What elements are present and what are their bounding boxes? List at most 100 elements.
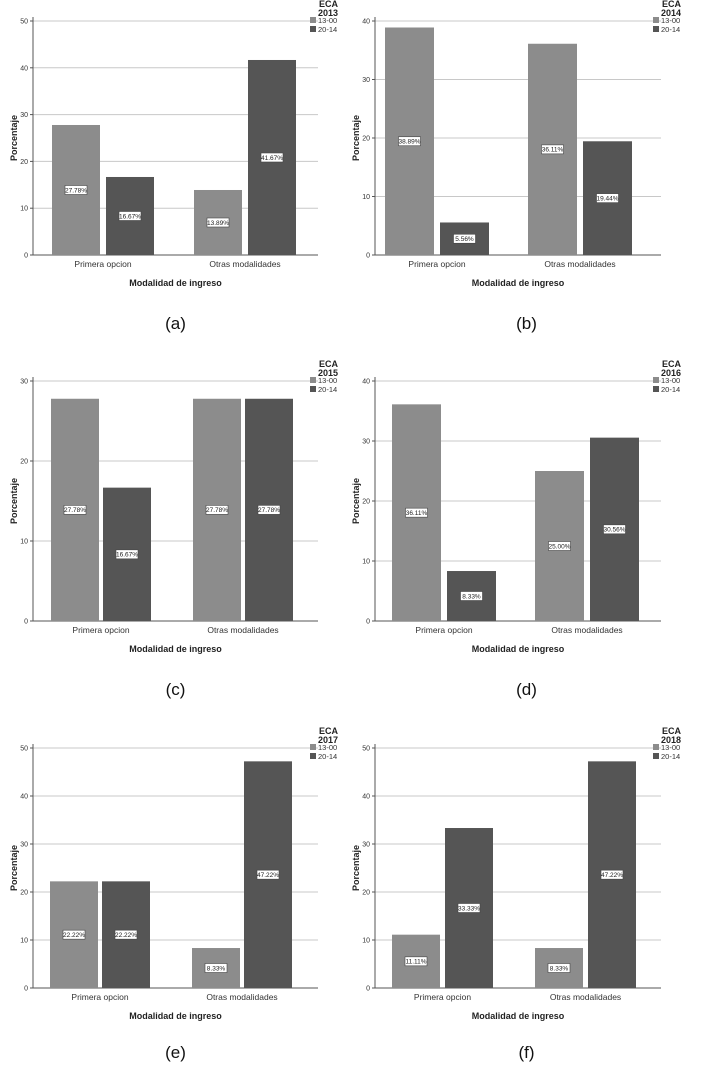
legend-entry: 20-14 bbox=[318, 25, 337, 34]
legend-title: ECA bbox=[319, 359, 339, 369]
data-label: 22.22% bbox=[115, 932, 137, 939]
chart-panel-a: 0 10 20 30 40 50 Porcentaje 27.78% 16.67% Primera… bbox=[0, 0, 351, 356]
x-tick-label: Primera opcion bbox=[72, 625, 129, 635]
x-axis-title: Modalidad de ingreso bbox=[472, 1011, 565, 1021]
data-label-box bbox=[63, 505, 87, 515]
data-label-box bbox=[596, 193, 619, 203]
legend-entry: 13-00 bbox=[661, 16, 680, 25]
y-tick-label: 20 bbox=[362, 136, 370, 143]
y-tick-label: 20 bbox=[20, 159, 28, 166]
chart-panel-d: 0 10 20 30 40 Porcentaje 36.11% 8.33% Primera op… bbox=[351, 356, 702, 712]
data-label-box bbox=[548, 541, 571, 551]
y-axis-title: Porcentaje bbox=[9, 478, 19, 524]
legend-entry: 20-14 bbox=[318, 752, 337, 761]
x-axis-title: Modalidad de ingreso bbox=[129, 1011, 222, 1021]
legend-swatch-20-14 bbox=[653, 753, 659, 759]
y-tick-label: 20 bbox=[20, 890, 28, 897]
y-tick-label: 0 bbox=[24, 253, 28, 260]
x-axis-title: Modalidad de ingreso bbox=[472, 278, 565, 288]
data-label: 16.67% bbox=[119, 213, 141, 220]
chart-panel-c: 0 10 20 30 Porcentaje 27.78% 16.67% Primera opc… bbox=[0, 356, 351, 712]
y-tick-label: 50 bbox=[362, 746, 370, 753]
legend-swatch-20-14 bbox=[653, 26, 659, 32]
data-label: 8.33% bbox=[207, 965, 226, 972]
x-tick-label: Primera opcion bbox=[74, 259, 131, 269]
data-label-box bbox=[600, 869, 624, 880]
data-label: 8.33% bbox=[550, 965, 569, 972]
legend-title: 2018 bbox=[661, 735, 681, 745]
y-tick-label: 40 bbox=[362, 19, 370, 26]
data-label: 25.00% bbox=[548, 543, 570, 550]
data-label: 8.33% bbox=[462, 593, 481, 600]
y-tick-label: 10 bbox=[20, 206, 28, 213]
data-label: 36.11% bbox=[406, 510, 428, 517]
legend-swatch-13-00 bbox=[653, 17, 659, 23]
data-label: 27.78% bbox=[65, 187, 87, 194]
data-label: 47.22% bbox=[257, 872, 279, 879]
y-tick-label: 0 bbox=[366, 253, 370, 260]
data-label-box bbox=[256, 869, 280, 880]
legend-swatch-13-00 bbox=[310, 377, 316, 383]
legend-title: 2016 bbox=[661, 368, 681, 378]
legend-entry: 20-14 bbox=[661, 752, 680, 761]
x-tick-label: Otras modalidades bbox=[209, 259, 280, 269]
y-tick-label: 10 bbox=[362, 194, 370, 201]
chart-a-svg: 0 10 20 30 40 50 Porcentaje 27.78% 16.67% Primera… bbox=[9, 0, 338, 288]
data-label-box bbox=[205, 505, 229, 515]
data-label-box bbox=[114, 929, 138, 940]
x-axis-title: Modalidad de ingreso bbox=[472, 644, 565, 654]
y-tick-label: 20 bbox=[362, 890, 370, 897]
panel-label-c: (c) bbox=[165, 680, 186, 699]
data-label: 27.78% bbox=[258, 507, 280, 514]
chart-panel-b: 0 10 20 30 40 Porcentaje 38.89% 5.56% Primera op… bbox=[351, 0, 702, 356]
legend-swatch-20-14 bbox=[653, 386, 659, 392]
y-tick-label: 0 bbox=[366, 619, 370, 626]
data-label-box bbox=[206, 217, 230, 228]
data-label-box bbox=[453, 233, 476, 244]
y-axis-title: Porcentaje bbox=[9, 115, 19, 161]
legend-entry: 13-00 bbox=[661, 743, 680, 752]
y-tick-label: 50 bbox=[20, 19, 28, 26]
x-axis-title: Modalidad de ingreso bbox=[129, 644, 222, 654]
data-label: 27.78% bbox=[206, 507, 228, 514]
legend-title: 2013 bbox=[318, 8, 338, 18]
y-tick-label: 20 bbox=[362, 499, 370, 506]
chart-e-svg: 0 10 20 30 40 50 Porcentaje 22.22% 22.22% Primera… bbox=[9, 726, 338, 1021]
data-label: 41.67% bbox=[261, 155, 283, 162]
data-label-box bbox=[541, 144, 564, 155]
legend-title: ECA bbox=[662, 0, 682, 9]
chart-c-svg: 0 10 20 30 Porcentaje 27.78% 16.67% Primera opc… bbox=[9, 359, 339, 654]
y-tick-label: 40 bbox=[362, 379, 370, 386]
legend-title: 2014 bbox=[661, 8, 681, 18]
legend-swatch-13-00 bbox=[653, 377, 659, 383]
y-tick-label: 40 bbox=[362, 794, 370, 801]
legend-entry: 13-00 bbox=[318, 376, 337, 385]
data-label-box bbox=[115, 549, 139, 560]
chart-panel-e: 0 10 20 30 40 50 Porcentaje 22.22% 22.22% Primera… bbox=[0, 713, 351, 1069]
data-label: 27.78% bbox=[64, 507, 86, 514]
legend-title: ECA bbox=[662, 359, 682, 369]
panel-label-f: (f) bbox=[518, 1043, 535, 1062]
legend-entry: 13-00 bbox=[318, 16, 337, 25]
data-label-box bbox=[64, 185, 88, 195]
data-label: 33.33% bbox=[458, 905, 480, 912]
legend-title: 2015 bbox=[318, 368, 338, 378]
data-label-box bbox=[460, 591, 483, 601]
legend-swatch-13-00 bbox=[653, 744, 659, 750]
y-tick-label: 0 bbox=[24, 986, 28, 993]
data-label: 22.22% bbox=[63, 932, 85, 939]
legend-entry: 20-14 bbox=[661, 385, 680, 394]
x-tick-label: Otras modalidades bbox=[207, 625, 278, 635]
y-tick-label: 30 bbox=[362, 439, 370, 446]
legend-entry: 13-00 bbox=[661, 376, 680, 385]
data-label-box bbox=[404, 956, 428, 967]
data-label: 38.89% bbox=[398, 139, 420, 146]
legend-title: 2017 bbox=[318, 735, 338, 745]
y-tick-label: 10 bbox=[362, 938, 370, 945]
data-label-box bbox=[260, 152, 284, 163]
data-label-box bbox=[62, 929, 86, 940]
data-label-box bbox=[398, 136, 421, 147]
panel-label-a: (a) bbox=[165, 314, 186, 333]
x-axis-title: Modalidad de ingreso bbox=[129, 278, 222, 288]
legend-title: ECA bbox=[662, 726, 682, 736]
